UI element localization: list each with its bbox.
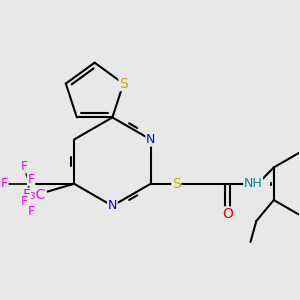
Text: F: F: [20, 160, 28, 173]
Text: F: F: [28, 205, 34, 218]
Text: NH: NH: [244, 177, 262, 190]
Text: S: S: [172, 177, 181, 191]
Text: F: F: [1, 177, 8, 190]
Text: O: O: [222, 207, 233, 221]
Text: N: N: [108, 200, 117, 212]
Text: F: F: [28, 172, 34, 186]
Text: F: F: [22, 189, 29, 202]
Text: N: N: [146, 133, 155, 146]
Text: F: F: [20, 195, 28, 208]
Text: F₃C: F₃C: [23, 188, 46, 203]
Text: S: S: [119, 76, 128, 91]
